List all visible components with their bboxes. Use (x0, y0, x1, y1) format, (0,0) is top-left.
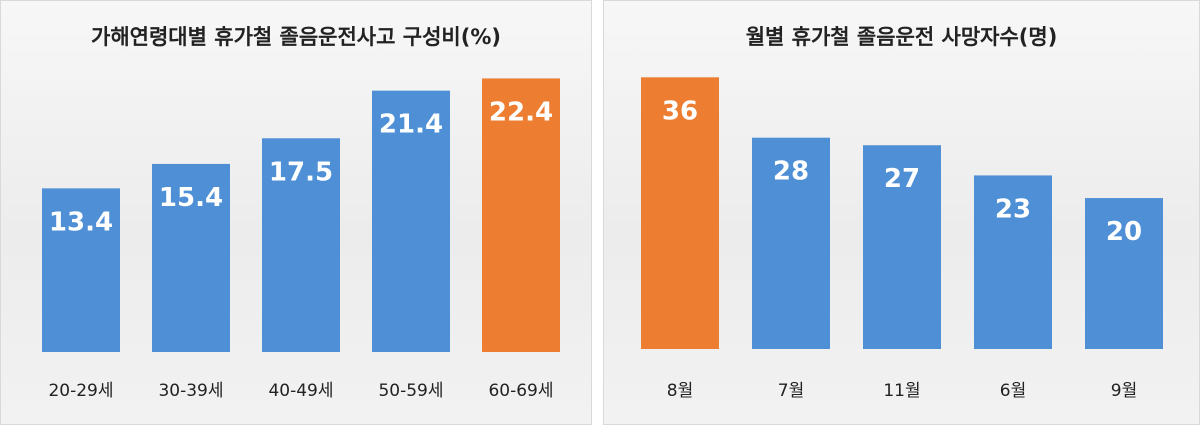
bar (482, 78, 560, 352)
category-tick-label: 9월 (1111, 381, 1137, 401)
category-tick-label: 8월 (667, 381, 693, 401)
data-label: 13.4 (49, 207, 113, 237)
bar-chart-age: 13.4 20-29세 15.4 30-39세 17.5 40-49세 21.4 50-59세… (42, 78, 560, 401)
data-label: 15.4 (159, 183, 223, 213)
bar (262, 138, 340, 352)
category-tick-label: 20-29세 (48, 381, 113, 401)
chart-title: 가해연령대별 휴가철 졸음운전사고 구성비(%) (91, 25, 501, 49)
data-label: 21.4 (379, 110, 443, 140)
bar (752, 137, 830, 349)
data-label: 20 (1106, 217, 1142, 247)
category-tick-label: 50-59세 (378, 381, 443, 401)
bar-chart-month: 36 8월 28 7월 27 11월 23 6월 20 9월 (641, 77, 1163, 401)
data-label: 27 (884, 164, 920, 194)
category-tick-label: 7월 (778, 381, 804, 401)
bar (974, 175, 1052, 349)
category-tick-label: 11월 (883, 381, 920, 401)
category-tick-label: 40-49세 (268, 381, 333, 401)
data-label: 17.5 (269, 157, 333, 187)
bar (372, 90, 450, 353)
bar (42, 188, 120, 352)
bar (1085, 198, 1163, 349)
chart-panel-month: 월별 휴가철 졸음운전 사망자수(명) 36 8월 28 7월 27 11월 23 6월 20 9… (603, 0, 1200, 425)
data-label: 36 (662, 96, 698, 126)
category-tick-label: 6월 (1000, 381, 1026, 401)
data-label: 22.4 (489, 97, 553, 127)
chart-title: 월별 휴가철 졸음운전 사망자수(명) (745, 25, 1058, 49)
bar (863, 145, 941, 349)
data-label: 28 (773, 157, 809, 187)
data-label: 23 (995, 194, 1031, 224)
bar (641, 77, 719, 349)
chart-panel-age: 가해연령대별 휴가철 졸음운전사고 구성비(%) 13.4 20-29세 15.4 3… (0, 0, 592, 425)
category-tick-label: 30-39세 (158, 381, 223, 401)
bar (152, 163, 230, 352)
category-tick-label: 60-69세 (488, 381, 553, 401)
